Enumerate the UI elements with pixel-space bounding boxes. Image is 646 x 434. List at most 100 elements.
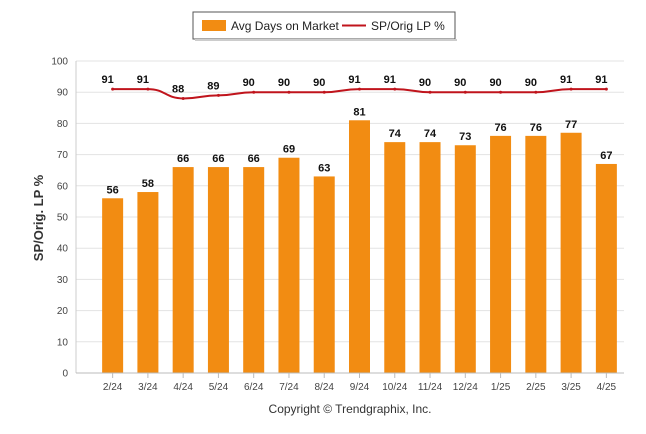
- bar: [102, 198, 124, 373]
- bar: [560, 132, 582, 373]
- bar-data-label: 73: [459, 131, 471, 143]
- line-data-label: 91: [560, 74, 572, 86]
- y-tick-label: 0: [62, 369, 68, 380]
- bar-data-label: 81: [353, 106, 365, 118]
- bar-data-label: 58: [142, 178, 154, 190]
- line-data-label: 91: [595, 74, 607, 86]
- x-tick-label: 1/25: [491, 382, 511, 393]
- bar-data-label: 66: [177, 153, 189, 165]
- x-axis: 2/24 3/24 4/24 5/24 6/24 7/24 8/24 9/24 10/24 11/…: [76, 372, 624, 393]
- x-tick-label: 4/24: [173, 382, 193, 393]
- line-data-label: 91: [384, 74, 396, 86]
- line-point: [428, 90, 432, 94]
- y-tick-label: 70: [57, 150, 69, 161]
- y-tick-label: 90: [57, 88, 69, 99]
- line-data-label: 90: [419, 77, 431, 89]
- y-tick-label: 50: [57, 213, 69, 224]
- line-point: [181, 96, 185, 100]
- x-tick-label: 12/24: [453, 382, 478, 393]
- x-tick-label: 2/24: [103, 382, 123, 393]
- x-tick-label: 10/24: [382, 382, 407, 393]
- line-point: [146, 87, 150, 91]
- line-point: [287, 90, 291, 94]
- bar: [419, 142, 441, 373]
- line-point: [322, 90, 326, 94]
- bar-data-label: 56: [107, 184, 119, 196]
- line-point: [216, 93, 220, 97]
- line-data-label: 91: [137, 74, 149, 86]
- line-data-label: 90: [313, 77, 325, 89]
- line-data-label: 90: [454, 77, 466, 89]
- x-tick-label: 7/24: [279, 382, 299, 393]
- line-point: [569, 87, 573, 91]
- y-axis: 0 10 20 30 40 50 60 70 80 90 100: [51, 57, 77, 380]
- y-tick-label: 10: [57, 337, 69, 348]
- y-tick-label: 40: [57, 244, 69, 255]
- x-tick-label: 9/24: [350, 382, 370, 393]
- y-tick-label: 100: [51, 57, 68, 68]
- line-data-label: 91: [348, 74, 360, 86]
- bar: [243, 167, 265, 373]
- x-tick-label: 6/24: [244, 382, 264, 393]
- line-point: [393, 87, 397, 91]
- x-tick-label: 2/25: [526, 382, 546, 393]
- copyright-footer: Copyright © Trendgraphix, Inc.: [269, 402, 432, 416]
- bar-data-label: 76: [530, 122, 542, 134]
- line-data-label: 91: [102, 74, 114, 86]
- line-point: [534, 90, 538, 94]
- x-tick-label: 8/24: [314, 382, 334, 393]
- bar-data-label: 67: [600, 150, 612, 162]
- bar-data-label: 69: [283, 144, 295, 156]
- bar: [172, 167, 194, 373]
- bar: [525, 135, 547, 373]
- bar: [207, 167, 229, 373]
- bar-data-label: 74: [424, 128, 437, 140]
- line-data-label: 90: [525, 77, 537, 89]
- bar: [384, 142, 406, 373]
- x-tick-label: 11/24: [418, 382, 443, 393]
- x-tick-label: 4/25: [597, 382, 617, 393]
- y-tick-label: 60: [57, 181, 69, 192]
- bar-data-label: 63: [318, 162, 330, 174]
- bar: [490, 135, 512, 373]
- x-tick-label: 3/25: [561, 382, 581, 393]
- legend-line-label: SP/Orig LP %: [371, 19, 445, 33]
- bar: [278, 157, 300, 373]
- bar-data-label: 74: [389, 128, 402, 140]
- y-axis-label: SP/Orig. LP %: [31, 174, 46, 261]
- bar: [313, 176, 335, 373]
- bar-data-label: 77: [565, 119, 577, 131]
- line-point: [358, 87, 361, 91]
- line-point: [499, 90, 503, 94]
- line-point: [252, 90, 256, 94]
- legend-bar-swatch: [202, 20, 226, 31]
- line-data-label: 90: [489, 77, 501, 89]
- bar: [454, 145, 476, 373]
- line-point: [111, 87, 115, 91]
- bar: [595, 163, 617, 373]
- y-tick-label: 80: [57, 119, 69, 130]
- y-tick-label: 20: [57, 306, 69, 317]
- line-series: 91 91 88 89 90 90 90 91 91 90 90 90 90 91 91: [102, 74, 608, 100]
- x-tick-label: 3/24: [138, 382, 158, 393]
- legend-box: [192, 11, 456, 40]
- bar-data-label: 66: [248, 153, 260, 165]
- line-data-label: 89: [207, 80, 219, 92]
- bar: [349, 120, 370, 373]
- bar-series: 56 58 66 66 66 69 63 81 74 74 73 76 76 77 67: [102, 106, 617, 373]
- line-data-label: 90: [278, 77, 290, 89]
- bar-data-label: 76: [494, 122, 506, 134]
- legend: Avg Days on Market SP/Orig LP %: [192, 11, 457, 41]
- line-data-label: 88: [172, 83, 184, 95]
- x-tick-label: 5/24: [209, 382, 229, 393]
- bar: [137, 192, 159, 373]
- bar-data-label: 66: [212, 153, 224, 165]
- line-point: [463, 90, 467, 94]
- line-point: [604, 87, 608, 91]
- legend-shadow: [195, 39, 457, 41]
- legend-bar-label: Avg Days on Market: [231, 19, 339, 33]
- line-data-label: 90: [243, 77, 255, 89]
- y-tick-label: 30: [57, 275, 69, 286]
